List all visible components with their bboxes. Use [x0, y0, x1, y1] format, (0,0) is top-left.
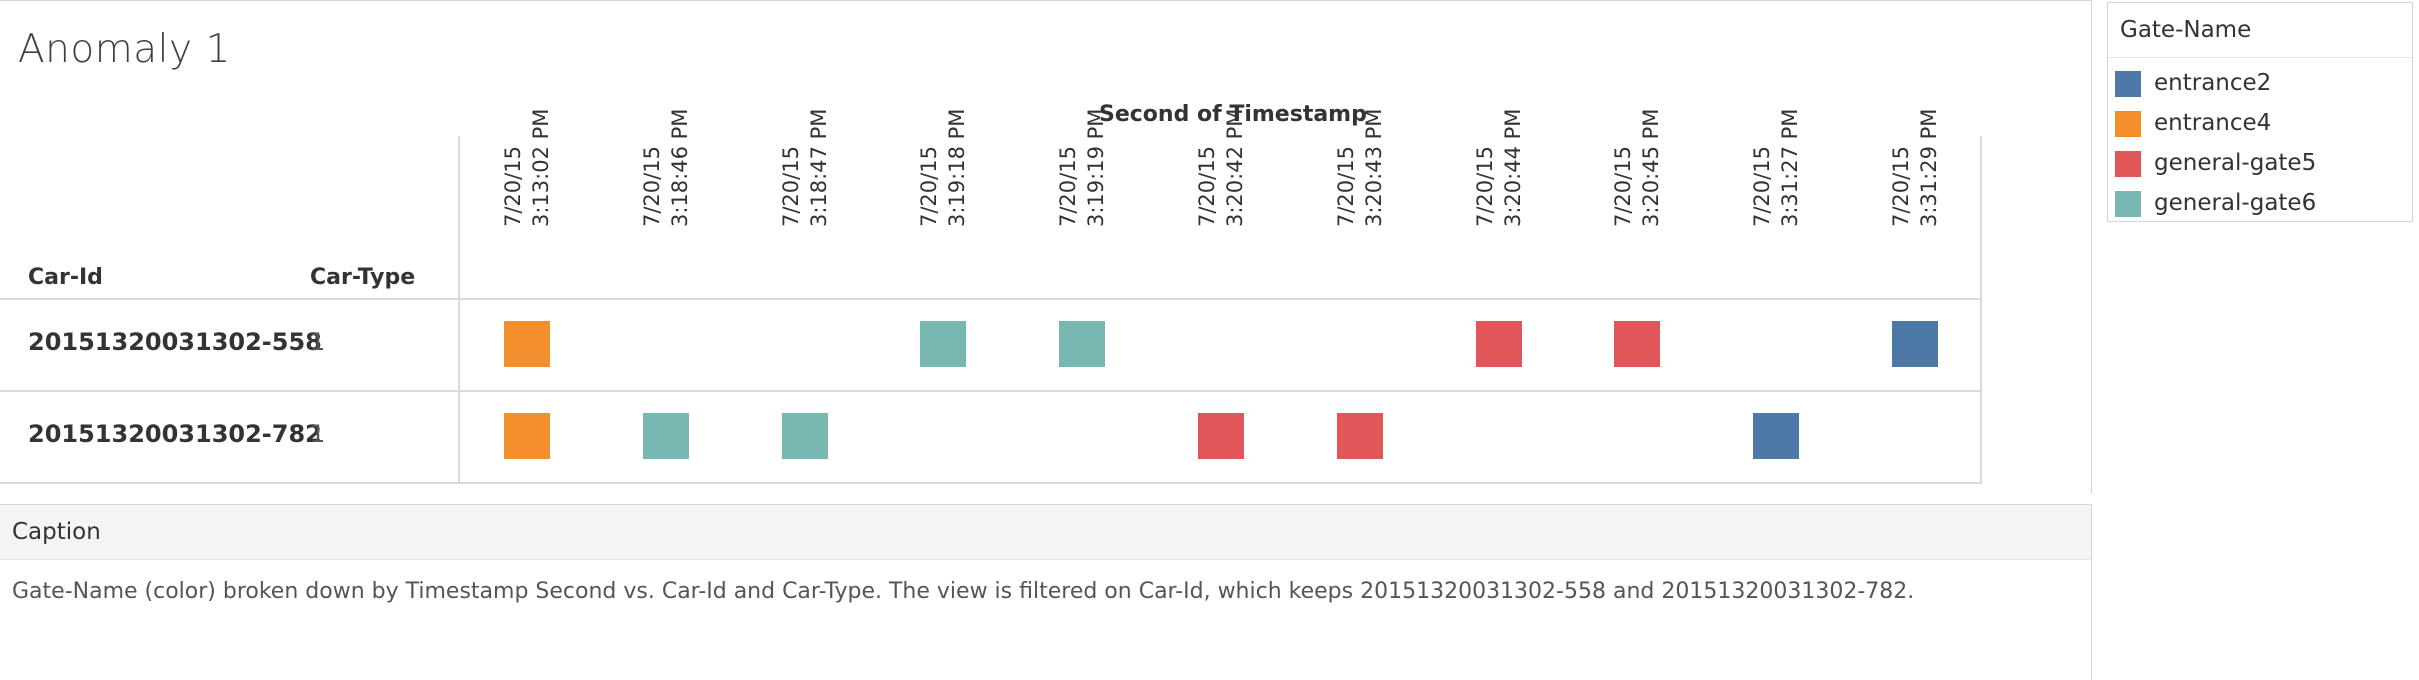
data-mark-entrance4[interactable]: [504, 321, 550, 367]
x-tick-label-text: 7/20/15 3:31:27 PM: [1750, 108, 1803, 227]
x-tick-label-text: 7/20/15 3:18:46 PM: [639, 108, 692, 227]
x-axis-title: Second of Timestamp: [1099, 102, 1367, 127]
x-tick-label-text: 7/20/15 3:13:02 PM: [501, 108, 553, 227]
worksheet: Anomaly 1 Second of Timestamp Car-Id Car…: [0, 0, 2092, 494]
x-tick-label-text: 7/20/15 3:20:43 PM: [1333, 108, 1386, 227]
data-mark-general-gate5[interactable]: [1198, 413, 1244, 459]
data-mark-general-gate5[interactable]: [1336, 413, 1383, 459]
row-car-id: 20151320031302-782: [28, 420, 322, 448]
legend-item-general-gate6[interactable]: general-gate6: [2108, 183, 2412, 223]
legend-list: entrance2 entrance4 general-gate5 general-g…: [2108, 58, 2412, 223]
caption-title: Caption: [0, 505, 2091, 560]
row-divider: [0, 482, 1982, 484]
legend-item-general-gate5[interactable]: general-gate5: [2108, 143, 2412, 183]
data-mark-entrance4[interactable]: [504, 413, 550, 459]
legend-label: entrance4: [2154, 110, 2272, 136]
x-tick-label-text: 7/20/15 3:18:47 PM: [778, 108, 831, 227]
legend-label: general-gate5: [2154, 150, 2317, 176]
x-tick-label: 7/20/15 3:31:29 PM: [1882, 109, 1948, 283]
data-mark-general-gate5[interactable]: [1614, 321, 1661, 367]
legend-swatch: [2115, 151, 2141, 177]
data-mark-general-gate5[interactable]: [1475, 321, 1522, 367]
legend-item-entrance4[interactable]: entrance4: [2108, 103, 2412, 143]
car-type-column-header: Car-Type: [310, 265, 416, 290]
x-tick-label-text: 7/20/15 3:31:29 PM: [1889, 108, 1941, 227]
legend-label: entrance2: [2154, 70, 2272, 96]
x-tick-label: 7/20/15 3:18:47 PM: [772, 109, 838, 283]
x-tick-label: 7/20/15 3:31:27 PM: [1743, 109, 1809, 283]
data-mark-entrance2[interactable]: [1753, 413, 1800, 459]
page-title: Anomaly 1: [18, 27, 231, 72]
data-mark-general-gate6[interactable]: [642, 413, 689, 459]
x-tick-label-text: 7/20/15 3:20:44 PM: [1472, 108, 1525, 227]
row-divider: [0, 390, 1982, 392]
legend-swatch: [2115, 111, 2141, 137]
x-tick-label: 7/20/15 3:19:19 PM: [1049, 109, 1115, 283]
data-mark-general-gate6[interactable]: [781, 413, 828, 459]
legend-swatch: [2115, 71, 2141, 97]
color-legend[interactable]: Gate-Name entrance2 entrance4 general-gate…: [2107, 2, 2413, 222]
x-tick-label: 7/20/15 3:13:02 PM: [494, 109, 560, 283]
x-tick-label: 7/20/15 3:20:44 PM: [1466, 109, 1532, 283]
legend-swatch: [2115, 191, 2141, 217]
x-tick-label: 7/20/15 3:20:43 PM: [1327, 109, 1393, 283]
data-mark-general-gate6[interactable]: [1059, 321, 1106, 367]
legend-title: Gate-Name: [2108, 3, 2412, 58]
plot-right-border: [1980, 136, 1982, 482]
row-car-id: 20151320031302-558: [28, 328, 322, 356]
data-mark-general-gate6[interactable]: [920, 321, 967, 367]
x-tick-label-text: 7/20/15 3:20:42 PM: [1195, 108, 1247, 227]
x-tick-label-text: 7/20/15 3:20:45 PM: [1611, 108, 1664, 227]
x-tick-label: 7/20/15 3:20:42 PM: [1188, 109, 1254, 283]
data-mark-entrance2[interactable]: [1892, 321, 1938, 367]
legend-item-entrance2[interactable]: entrance2: [2108, 63, 2412, 103]
row-divider: [0, 298, 1982, 300]
x-tick-label: 7/20/15 3:19:18 PM: [910, 109, 976, 283]
x-tick-label: 7/20/15 3:20:45 PM: [1604, 109, 1670, 283]
x-tick-label-text: 7/20/15 3:19:18 PM: [917, 108, 970, 227]
legend-label: general-gate6: [2154, 190, 2317, 216]
plot-left-border: [458, 136, 460, 482]
x-tick-label: 7/20/15 3:18:46 PM: [633, 109, 699, 283]
row-car-type: 1: [310, 328, 326, 356]
caption-text: Gate-Name (color) broken down by Timesta…: [12, 579, 1915, 604]
car-id-column-header: Car-Id: [28, 265, 103, 290]
caption-panel: Caption Gate-Name (color) broken down by…: [0, 504, 2092, 680]
x-tick-label-text: 7/20/15 3:19:19 PM: [1056, 108, 1109, 227]
row-car-type: 1: [310, 420, 326, 448]
